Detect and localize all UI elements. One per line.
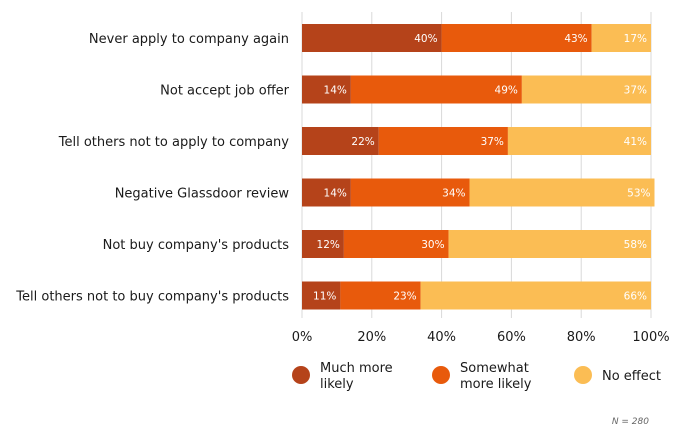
bar-0-1 bbox=[441, 24, 592, 52]
x-axis-ticks: 0% 20% 40% 60% 80% 100% bbox=[292, 330, 670, 345]
bar-0-0 bbox=[302, 24, 442, 52]
bars: 40% 43% 17% 14% 49% 37% 22% 37% 41% 14% 34% 53% 12% 3… bbox=[302, 24, 655, 310]
x-tick-label-4: 80% bbox=[567, 330, 596, 345]
bar-label-2-1: 37% bbox=[481, 136, 504, 148]
bar-0-2 bbox=[591, 24, 651, 52]
legend-swatch-2 bbox=[574, 366, 592, 384]
x-tick-label-1: 20% bbox=[357, 330, 386, 345]
legend-swatch-0 bbox=[292, 366, 310, 384]
bar-label-0-0: 40% bbox=[414, 33, 437, 45]
bar-5-1 bbox=[340, 281, 421, 310]
bar-label-1-2: 37% bbox=[624, 85, 647, 97]
x-tick-label-0: 0% bbox=[292, 330, 313, 345]
legend-label-2-0: No effect bbox=[602, 369, 661, 384]
bar-2-2 bbox=[507, 127, 651, 155]
bar-label-4-1: 30% bbox=[421, 239, 444, 251]
bar-label-3-0: 14% bbox=[324, 188, 347, 200]
bar-3-2 bbox=[469, 178, 655, 207]
x-tick-label-5: 100% bbox=[632, 330, 669, 345]
bar-label-5-0: 11% bbox=[313, 291, 336, 303]
bar-2-0 bbox=[302, 127, 379, 155]
bar-1-0 bbox=[302, 75, 351, 104]
bar-1-2 bbox=[521, 75, 651, 104]
x-tick-label-3: 60% bbox=[497, 330, 526, 345]
bar-5-2 bbox=[420, 281, 651, 310]
bar-4-2 bbox=[448, 230, 651, 258]
legend-label-1-0: Somewhat bbox=[460, 361, 529, 376]
bar-3-1 bbox=[350, 178, 470, 207]
bar-label-3-2: 53% bbox=[627, 188, 650, 200]
category-label-2: Tell others not to apply to company bbox=[58, 135, 290, 150]
category-label-0: Never apply to company again bbox=[89, 32, 289, 47]
category-label-4: Not buy company's products bbox=[103, 238, 290, 253]
legend-label-0-1: likely bbox=[320, 377, 354, 392]
bar-1-1 bbox=[350, 75, 522, 104]
bar-2-1 bbox=[378, 127, 508, 155]
bar-label-1-1: 49% bbox=[495, 85, 518, 97]
bar-5-0 bbox=[302, 281, 341, 310]
bar-label-4-0: 12% bbox=[317, 239, 340, 251]
legend-label-1-1: more likely bbox=[460, 377, 532, 392]
x-tick-label-2: 40% bbox=[427, 330, 456, 345]
category-label-3: Negative Glassdoor review bbox=[115, 187, 290, 202]
bar-label-2-0: 22% bbox=[351, 136, 374, 148]
sample-size-note: N = 280 bbox=[612, 417, 649, 427]
category-label-5: Tell others not to buy company's product… bbox=[15, 290, 289, 305]
category-label-1: Not accept job offer bbox=[160, 84, 290, 99]
bar-label-5-2: 66% bbox=[624, 291, 647, 303]
bar-label-5-1: 23% bbox=[393, 291, 416, 303]
category-labels: Never apply to company again Not accept j… bbox=[15, 32, 289, 305]
bar-label-2-2: 41% bbox=[624, 136, 647, 148]
grid-lines bbox=[301, 12, 652, 318]
bar-label-0-1: 43% bbox=[564, 33, 587, 45]
bar-label-3-1: 34% bbox=[442, 188, 465, 200]
bar-label-4-2: 58% bbox=[624, 239, 647, 251]
bar-4-0 bbox=[302, 230, 344, 258]
bar-label-1-0: 14% bbox=[324, 85, 347, 97]
bar-label-0-2: 17% bbox=[624, 33, 647, 45]
bar-4-1 bbox=[343, 230, 449, 258]
bar-3-0 bbox=[302, 178, 351, 207]
legend-swatch-1 bbox=[432, 366, 450, 384]
legend-label-0-0: Much more bbox=[320, 361, 393, 376]
